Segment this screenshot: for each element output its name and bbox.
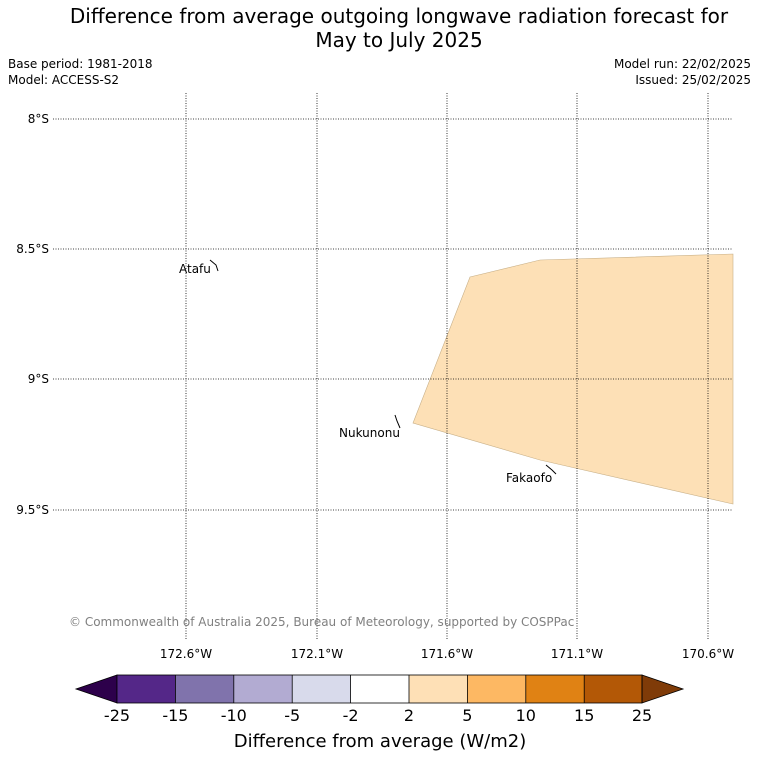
colorbar-tick-9: 15 xyxy=(574,706,594,725)
colorbar-tick-5: -2 xyxy=(343,706,359,725)
colorbar-extend-high xyxy=(641,674,685,704)
nukunonu-coastline xyxy=(394,414,401,429)
colorbar-bin-3 xyxy=(233,675,293,703)
colorbar-bin-5 xyxy=(350,675,409,703)
colorbar-bin-6 xyxy=(409,675,468,703)
lon-label-170-6w: 170.6°W xyxy=(682,647,734,661)
colorbar-bin-1 xyxy=(117,675,176,703)
colorbar-tick-3: -10 xyxy=(221,706,247,725)
lat-label-8-5s: 8.5°S xyxy=(16,242,49,256)
colorbar-tick-6: 2 xyxy=(404,706,414,725)
lat-label-8s: 8°S xyxy=(28,112,49,126)
colorbar-tick-4: -5 xyxy=(284,706,300,725)
colorbar-tick-7: 5 xyxy=(462,706,472,725)
model-run: Model run: 22/02/2025 xyxy=(613,57,751,71)
lat-label-9-5s: 9.5°S xyxy=(16,503,49,517)
colorbar-bin-2 xyxy=(175,675,234,703)
colorbar-bin-8 xyxy=(525,675,585,703)
copyright-credit: © Commonwealth of Australia 2025, Bureau… xyxy=(69,615,574,629)
colorbar-tick-1: -25 xyxy=(104,706,130,725)
colorbar-label: Difference from average (W/m2) xyxy=(234,731,526,752)
fakaofo-coastline xyxy=(545,464,557,475)
title-line-2: May to July 2025 xyxy=(315,28,483,52)
colorbar-frame xyxy=(116,674,643,704)
colorbar-bin-7 xyxy=(467,675,526,703)
colorbar-tick-10: 25 xyxy=(632,706,652,725)
colorbar-extend-low xyxy=(74,674,118,704)
base-period: Base period: 1981-2018 xyxy=(8,57,153,71)
lon-label-172-1w: 172.1°W xyxy=(291,647,343,661)
issued-date: Issued: 25/02/2025 xyxy=(635,73,751,87)
colorbar-bin-9 xyxy=(584,675,643,703)
lon-label-172-6w: 172.6°W xyxy=(160,647,212,661)
place-label-atafu: Atafu xyxy=(179,262,211,276)
lon-label-171-1w: 171.1°W xyxy=(551,647,603,661)
lat-label-9s: 9°S xyxy=(28,372,49,386)
atafu-coastline xyxy=(209,259,219,272)
colorbar-tick-2: -15 xyxy=(162,706,188,725)
colorbar-tick-8: 10 xyxy=(516,706,536,725)
place-label-nukunonu: Nukunonu xyxy=(339,426,400,440)
colorbar: -25 -15 -10 -5 -2 2 5 10 15 25 Differenc… xyxy=(74,674,685,752)
colorbar-bin-4 xyxy=(292,675,351,703)
title-line-1: Difference from average outgoing longwav… xyxy=(69,4,729,28)
lat-gridlines xyxy=(53,118,733,511)
meta-right: Model run: 22/02/2025 Issued: 25/02/2025 xyxy=(614,56,751,88)
lon-gridlines xyxy=(185,93,709,640)
model-name: Model: ACCESS-S2 xyxy=(8,73,120,87)
place-label-fakaofo: Fakaofo xyxy=(506,471,552,485)
lon-label-171-6w: 171.6°W xyxy=(421,647,473,661)
chart-title: Difference from average outgoing longwav… xyxy=(0,4,758,52)
meta-left: Base period: 1981-2018 Model: ACCESS-S2 xyxy=(8,56,153,88)
